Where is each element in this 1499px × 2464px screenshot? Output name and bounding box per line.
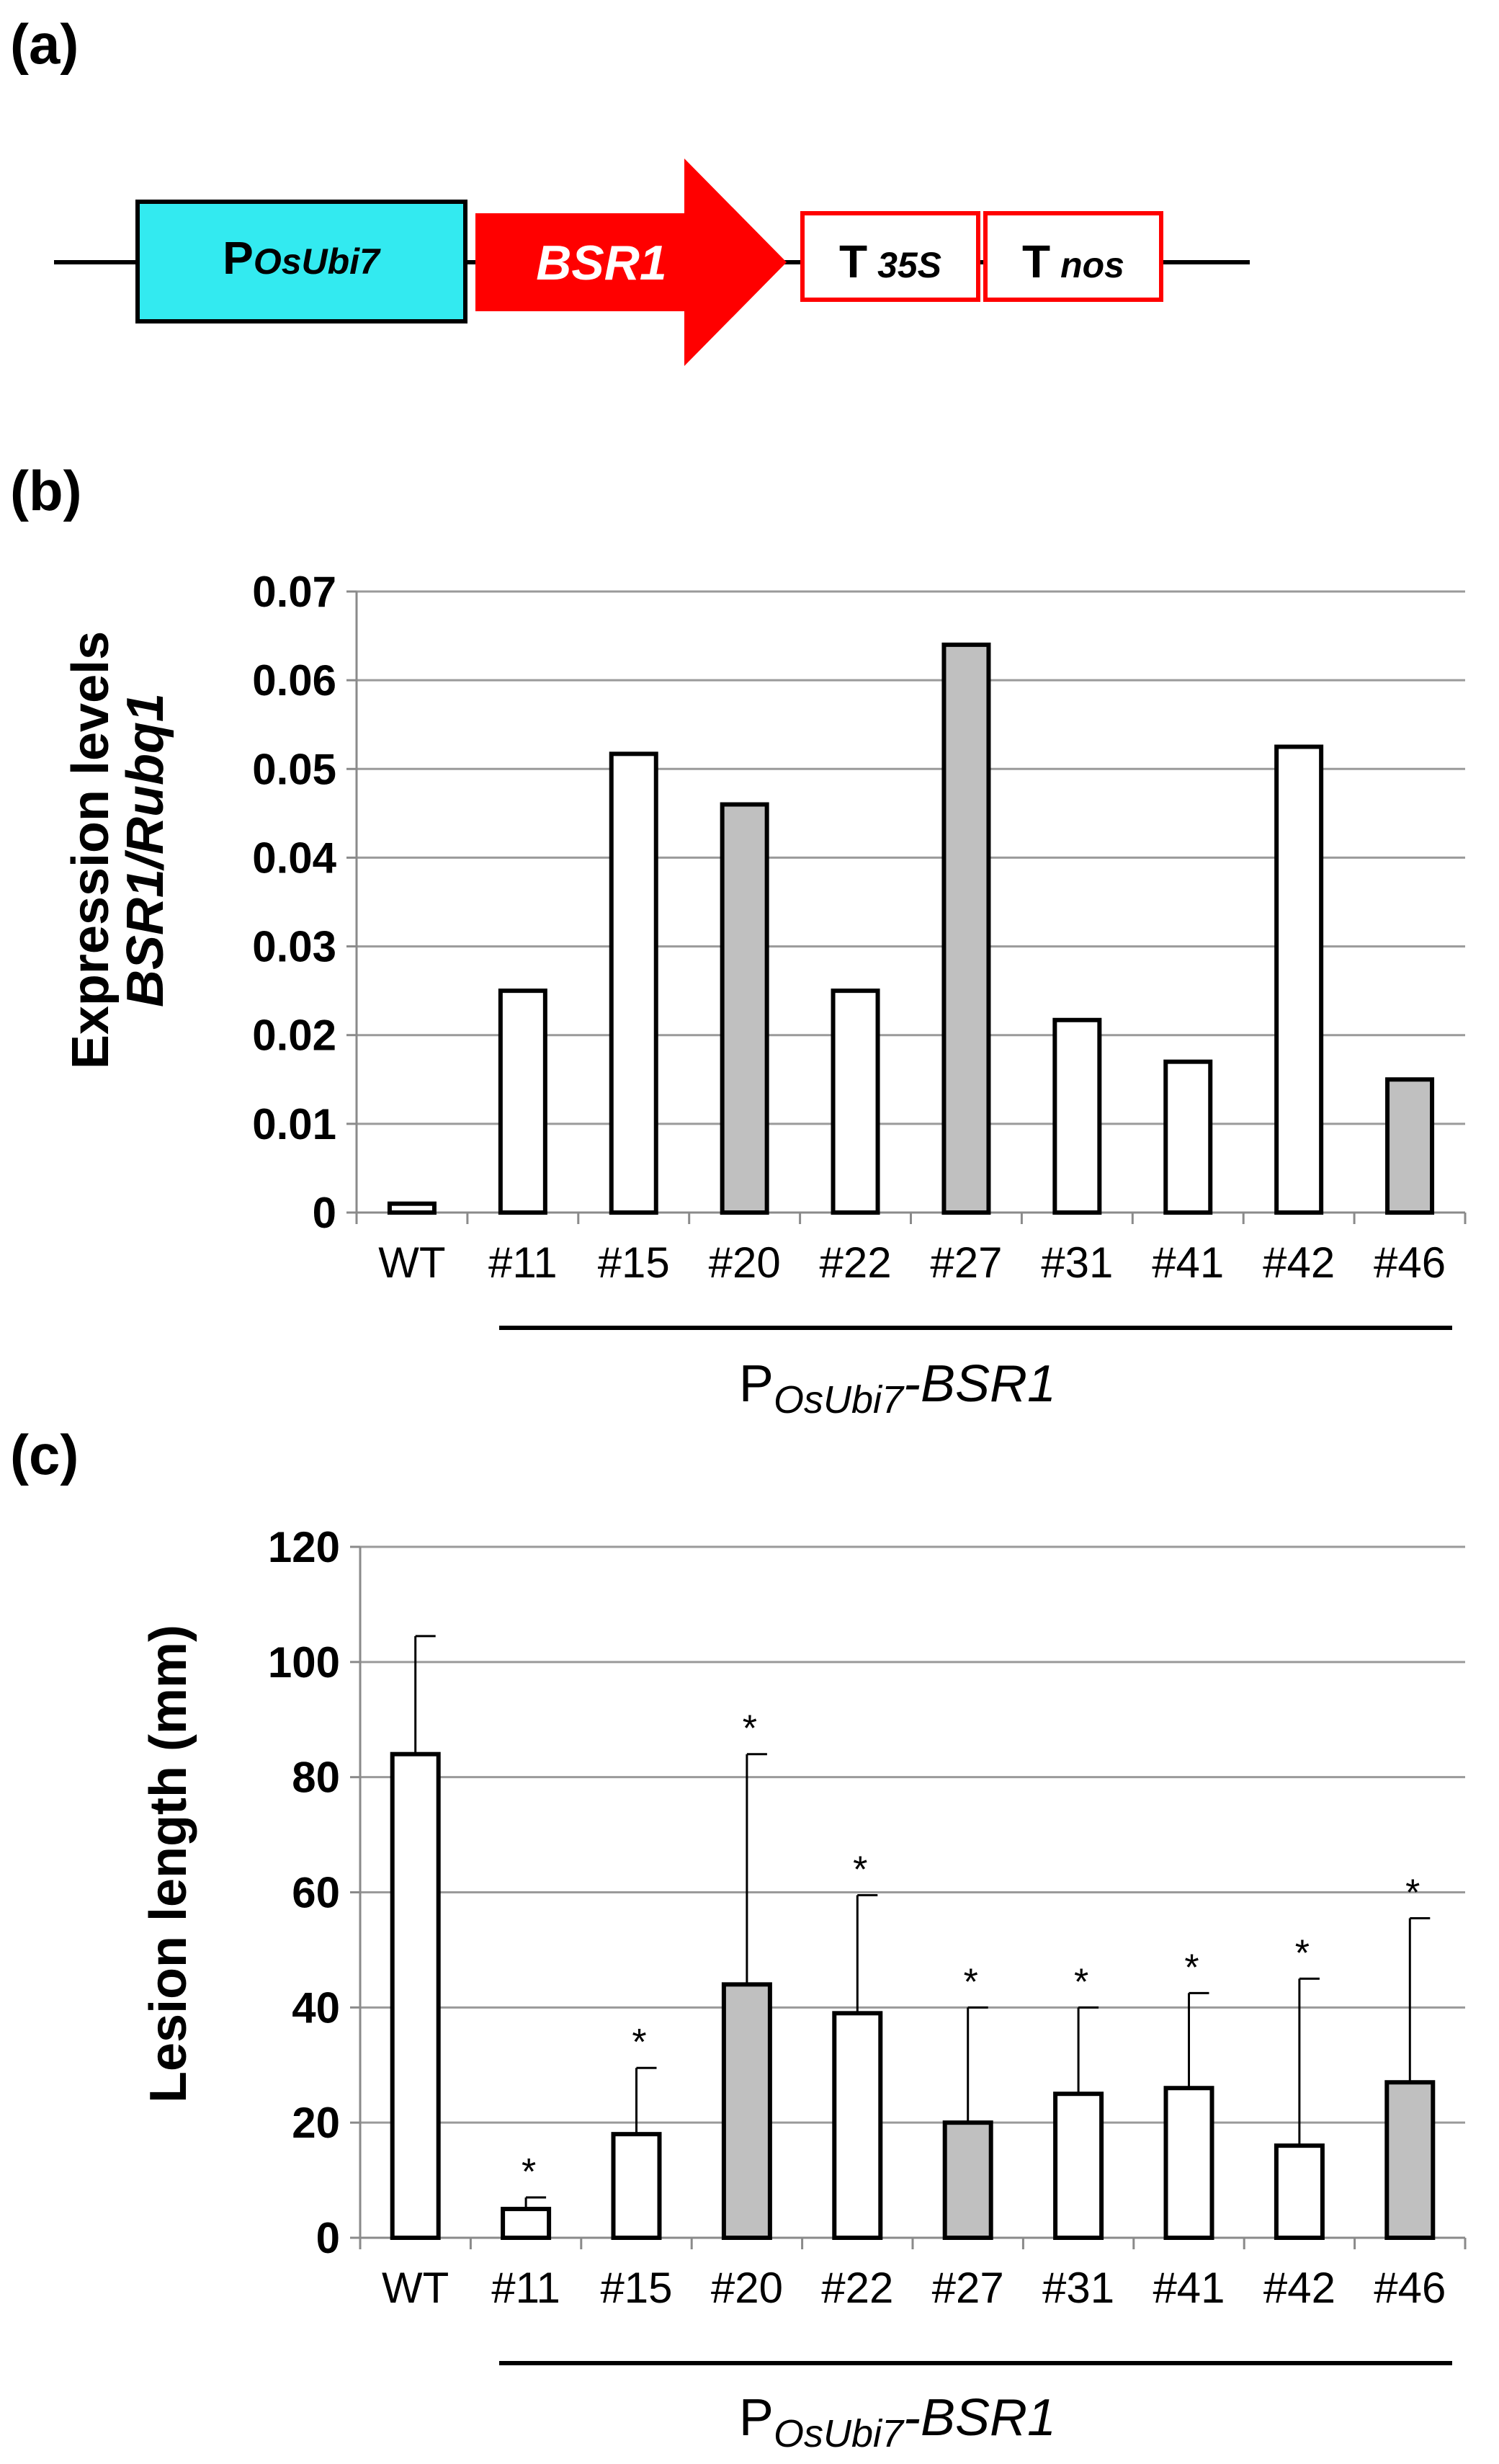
chart-b-group-label: POsUbi7-BSR1 [739, 1355, 1056, 1421]
chart-c-significance-star: * [1405, 1872, 1420, 1914]
chart-c-significance-star: * [743, 1708, 757, 1750]
chart-c-category-label: #41 [1153, 2264, 1225, 2312]
chart-b-ytick-label: 0.06 [252, 656, 336, 705]
chart-c-bar [390, 1751, 441, 2240]
chart-c-category-label: #20 [711, 2264, 783, 2312]
chart-c-significance-star: * [1074, 1961, 1088, 2003]
chart-c-bar [1274, 2143, 1325, 2240]
panel-b-label: (b) [10, 459, 82, 522]
chart-b-ytick-label: 0.05 [252, 745, 336, 793]
chart-b-bar [941, 642, 991, 1215]
chart-c-ytick-label: 0 [316, 2214, 340, 2262]
chart-b-category-label: #42 [1263, 1238, 1335, 1287]
chart-b-category-label: #31 [1041, 1238, 1113, 1287]
chart-b-ylabel-line1: Expression levels [62, 631, 120, 1069]
chart-b-category-label: #46 [1374, 1238, 1446, 1287]
chart-c-bar [1053, 2092, 1104, 2240]
chart-b-category-label: #22 [819, 1238, 891, 1287]
chart-b-plot: 0 0.01 0.02 0.03 0.04 0.05 0.06 0.07 WT #11 #15 #20… [252, 568, 1467, 1287]
chart-c-significance-star: * [522, 2151, 536, 2193]
chart-c-bar [501, 2207, 552, 2241]
chart-c-ytick-label: 120 [268, 1523, 340, 1571]
chart-b-ytick-label: 0.03 [252, 923, 336, 971]
chart-c-significance-star: * [853, 1849, 867, 1891]
chart-c-bar [611, 2132, 662, 2240]
chart-c-category-label: #42 [1263, 2264, 1335, 2312]
chart-b-category-label: #11 [488, 1238, 558, 1287]
chart-b-category-label: #27 [930, 1238, 1002, 1287]
bsr1-gene-arrow [475, 159, 787, 366]
chart-c-bar [1384, 2080, 1436, 2241]
chart-b-category-label: WT [378, 1238, 445, 1287]
chart-c-category-label: #46 [1374, 2264, 1446, 2312]
chart-b-bar [609, 751, 658, 1215]
chart-c-ytick-label: 80 [292, 1754, 340, 1802]
chart-b-bar [498, 988, 547, 1215]
terminator-nos-box [983, 211, 1163, 302]
chart-b-ytick-label: 0.07 [252, 568, 336, 616]
panel-c-label: (c) [10, 1423, 79, 1486]
chart-c-bar [832, 2011, 883, 2240]
chart-b-bar [387, 1201, 437, 1215]
chart-c-category-label: #15 [600, 2264, 672, 2312]
chart-c-category-label: #11 [491, 2264, 560, 2312]
chart-b-bar [1274, 744, 1324, 1215]
chart-b-ytick-label: 0.02 [252, 1012, 336, 1060]
chart-c-significance-star: * [964, 1961, 978, 2003]
chart-b-ytick-label: 0 [313, 1189, 336, 1237]
chart-c-category-label: WT [382, 2264, 449, 2312]
chart-c-ytick-label: 60 [292, 1869, 340, 1917]
chart-b-bar [831, 988, 880, 1215]
chart-c-significance-star: * [1184, 1947, 1199, 1988]
gene-label: BSR1 [536, 236, 666, 290]
chart-b-category-label: #41 [1152, 1238, 1224, 1287]
chart-b-category-label: #15 [598, 1238, 670, 1287]
chart-b-bar [1163, 1059, 1213, 1215]
terminator-35s-label: T 35S [839, 236, 941, 287]
chart-c-ytick-label: 100 [268, 1638, 340, 1687]
panel-a-label: (a) [10, 12, 79, 76]
chart-c-plot: 0 20 40 60 80 100 120 WT * #11 * #15 * #20 * #22 * #27 * #3… [268, 1523, 1467, 2312]
promoter-label: POsUbi7 [223, 232, 381, 284]
chart-c-category-label: #31 [1042, 2264, 1114, 2312]
chart-c-ytick-label: 20 [292, 2099, 340, 2147]
chart-b-category-label: #20 [709, 1238, 781, 1287]
terminator-35s-box [800, 211, 980, 302]
chart-c-ytick-label: 40 [292, 1983, 340, 2032]
chart-c-significance-star: * [632, 2022, 646, 2063]
chart-b-bar [1052, 1017, 1102, 1215]
chart-b-bar [720, 802, 769, 1215]
chart-c-bar [942, 2120, 993, 2241]
chart-c-group-label: POsUbi7-BSR1 [739, 2389, 1056, 2455]
chart-b-ylabel-line2: BSR1/Rubq1 [117, 693, 174, 1007]
promoter-box [135, 200, 467, 323]
chart-b-ytick-label: 0.04 [252, 834, 336, 882]
chart-c-bar [721, 1982, 772, 2241]
chart-c-significance-star: * [1295, 1932, 1310, 1974]
chart-c-bar [1163, 2086, 1214, 2240]
chart-b-ytick-label: 0.01 [252, 1100, 336, 1148]
chart-b-bar [1385, 1077, 1435, 1215]
chart-c-category-label: #27 [932, 2264, 1004, 2312]
chart-c-ylabel: Lesion length (mm) [140, 1625, 197, 2103]
chart-c-category-label: #22 [821, 2264, 893, 2312]
